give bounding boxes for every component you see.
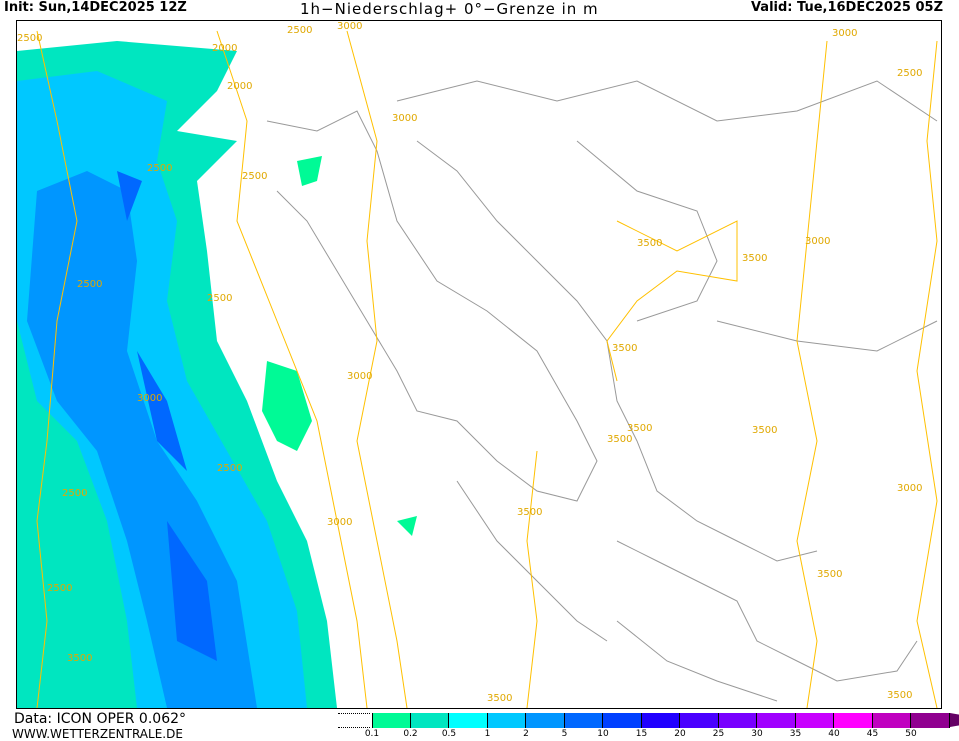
legend-swatch [680, 713, 719, 728]
legend-swatch [834, 713, 873, 728]
legend-swatch [641, 713, 680, 728]
contour-label: 2500 [217, 463, 242, 474]
contour-label: 3500 [752, 425, 777, 436]
precipitation-legend: 0.1 0.2 0.5 1 2 5 10 15 20 25 30 35 40 45 50 [336, 712, 959, 741]
contour-label: 3500 [627, 423, 652, 434]
legend-label: 0.1 [364, 729, 380, 739]
contour-label: 3500 [517, 507, 542, 518]
contour-label: 3500 [742, 253, 767, 264]
contour-label: 2500 [147, 163, 172, 174]
legend-swatch [757, 713, 796, 728]
freezing-level-contours [36, 30, 938, 709]
contour-label: 2500 [62, 488, 87, 499]
contour-label: 3000 [327, 517, 352, 528]
contour-label: 2500 [897, 68, 922, 79]
precipitation-field [17, 41, 417, 708]
legend-swatch [449, 713, 488, 728]
legend-label: 20 [674, 729, 686, 739]
valid-time: Valid: Tue,16DEC2025 05Z [750, 0, 943, 15]
contour-label: 3500 [612, 343, 637, 354]
legend-swatch [564, 713, 603, 728]
contour-label: 2500 [47, 583, 72, 594]
contour-label: 3500 [637, 238, 662, 249]
contour-label: 3500 [817, 569, 842, 580]
contour-label: 2500 [17, 33, 42, 44]
legend-swatch [372, 713, 411, 728]
weather-map: 2500 3000 2000 2500 2000 2500 3000 3500 3000 2500… [16, 20, 942, 709]
legend-label: 2 [523, 729, 529, 739]
contour-label: 3000 [805, 236, 830, 247]
contour-label: 2000 [227, 81, 252, 92]
contour-label: 2500 [287, 25, 312, 36]
contour-label: 3500 [67, 653, 92, 664]
init-time: Init: Sun,14DEC2025 12Z [4, 0, 187, 15]
contour-label: 3000 [832, 28, 857, 39]
legend-swatch [872, 713, 911, 728]
legend-label: 5 [561, 729, 568, 739]
contour-label: 3500 [607, 434, 632, 445]
contour-label: 3500 [487, 693, 512, 704]
legend-label: 40 [828, 729, 840, 739]
legend-label: 15 [635, 729, 648, 739]
underflow-triangle [338, 713, 370, 728]
precip-cell-sardinia [262, 361, 312, 451]
precip-heavy-core [117, 171, 217, 661]
legend-label: 1 [484, 729, 491, 739]
site-url[interactable]: WWW.WETTERZENTRALE.DE [12, 727, 183, 741]
contour-label: 3000 [897, 483, 922, 494]
legend-label: 45 [866, 729, 879, 739]
legend-label: 25 [712, 729, 725, 739]
legend-swatch [718, 713, 757, 728]
legend-label: 50 [905, 729, 917, 739]
legend-swatch [410, 713, 449, 728]
contour-label: 3500 [887, 690, 912, 701]
legend-label: 0.5 [441, 729, 457, 739]
legend-label: 30 [751, 729, 763, 739]
legend-label: 10 [597, 729, 609, 739]
legend-label: 35 [789, 729, 802, 739]
contour-label: 2000 [212, 43, 237, 54]
legend-swatch [603, 713, 642, 728]
overflow-arrow [949, 713, 959, 727]
contour-label: 2500 [242, 171, 267, 182]
contour-label: 3000 [392, 113, 417, 124]
precip-cell-north [297, 156, 417, 536]
legend-swatch [795, 713, 834, 728]
legend-label: 0.2 [403, 729, 418, 739]
contour-label: 3000 [347, 371, 372, 382]
map-title: 1h−Niederschlag+ 0°−Grenze in m [300, 0, 599, 18]
contour-label: 3000 [337, 21, 362, 32]
legend-swatch [526, 713, 565, 728]
legend-swatch [487, 713, 526, 728]
contour-label: 3000 [137, 393, 162, 404]
contour-labels: 2500 3000 2000 2500 2000 2500 3000 3500 3000 2500… [17, 21, 922, 704]
contour-label: 2500 [77, 279, 102, 290]
contour-label: 2500 [207, 293, 232, 304]
data-source: Data: ICON OPER 0.062° [14, 711, 187, 727]
legend-swatch [911, 713, 950, 728]
map-canvas: 2500 3000 2000 2500 2000 2500 3000 3500 3000 2500… [17, 21, 938, 709]
